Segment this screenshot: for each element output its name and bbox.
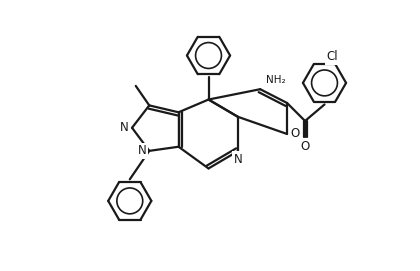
Text: N: N [120, 121, 129, 134]
Text: Cl: Cl [326, 50, 338, 63]
Text: O: O [300, 140, 310, 153]
Text: NH₂: NH₂ [265, 75, 285, 85]
Text: O: O [291, 127, 300, 140]
Text: N: N [234, 153, 242, 166]
Text: N: N [138, 144, 147, 157]
